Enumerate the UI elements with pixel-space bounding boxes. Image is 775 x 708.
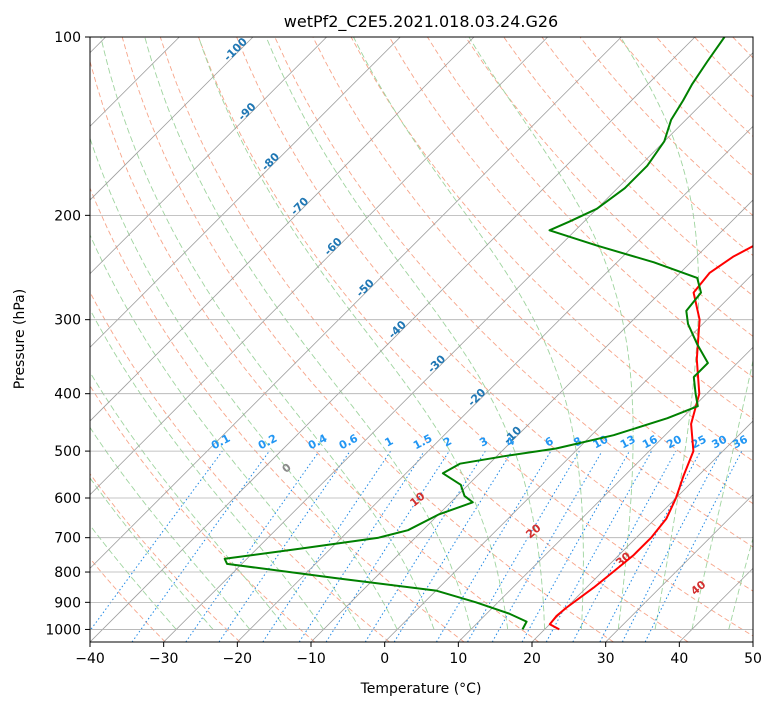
moist-adiabat-line bbox=[90, 136, 398, 630]
chart-title: wetPf2_C2E5.2021.018.03.24.G26 bbox=[284, 12, 558, 32]
isotherm-line bbox=[384, 273, 753, 642]
isotherm-line bbox=[237, 125, 753, 642]
dry-adiabat-line bbox=[90, 59, 540, 642]
dry-adiabat-line bbox=[350, 37, 753, 462]
dry-adiabat-line bbox=[90, 384, 315, 642]
plot-background bbox=[90, 37, 753, 642]
isotherm-line bbox=[531, 420, 753, 642]
dry-adiabats bbox=[90, 37, 753, 642]
y-tick-label: 500 bbox=[54, 444, 81, 460]
dry-adiabat-line bbox=[159, 37, 689, 642]
moist-adiabat-line bbox=[691, 358, 753, 630]
y-tick-label: 200 bbox=[54, 208, 81, 224]
y-tick-label: 1000 bbox=[45, 622, 81, 638]
isotherm-line bbox=[605, 494, 753, 642]
x-tick-label: −20 bbox=[223, 651, 253, 667]
x-axis-ticks: −40 −30 −20 −10 0 10 20 30 40 50 bbox=[75, 642, 762, 667]
mixing-ratio-line bbox=[545, 450, 653, 642]
isotherm-line bbox=[90, 37, 254, 201]
y-axis-ticks: 100 200 300 400 500 600 700 800 900 1000 bbox=[45, 30, 90, 638]
dry-adiabat-line bbox=[427, 37, 753, 378]
mixing-ratio-line bbox=[185, 450, 320, 642]
mixing-ratio-line bbox=[572, 450, 677, 642]
x-tick-label: 30 bbox=[597, 651, 615, 667]
isotherm-line bbox=[90, 37, 622, 569]
dry-adiabat-line bbox=[90, 186, 465, 642]
moist-adiabat-line bbox=[90, 477, 214, 630]
x-tick-label: 20 bbox=[523, 651, 541, 667]
isotherm-line bbox=[458, 346, 753, 642]
mixing-ratio-line bbox=[393, 450, 513, 642]
mixing-ratio-line bbox=[218, 450, 351, 642]
isotherm-line bbox=[90, 37, 401, 348]
dry-adiabat-line bbox=[236, 37, 753, 592]
x-tick-label: 10 bbox=[449, 651, 467, 667]
x-tick-label: 40 bbox=[670, 651, 688, 667]
y-tick-label: 700 bbox=[54, 531, 81, 547]
y-axis-title: Pressure (hPa) bbox=[12, 289, 28, 389]
moist-adiabat-line bbox=[620, 37, 700, 630]
mixing-ratio-label: 13 bbox=[618, 433, 638, 452]
mixing-ratio-label: 36 bbox=[730, 433, 750, 452]
mixing-ratio-label: 20 bbox=[664, 433, 684, 452]
moist-adiabat-line bbox=[468, 37, 634, 630]
mixing-ratio-line bbox=[521, 450, 630, 642]
mixing-ratio-line bbox=[325, 450, 450, 642]
isotherm-line bbox=[90, 37, 696, 642]
moist-adiabat-line bbox=[90, 371, 288, 630]
x-tick-label: 0 bbox=[380, 651, 389, 667]
dry-adiabat-line bbox=[503, 37, 753, 297]
dry-adiabat-line bbox=[90, 557, 166, 642]
isotherm-line bbox=[90, 37, 475, 422]
x-axis-title: Temperature (°C) bbox=[360, 681, 482, 697]
mixing-ratio-line bbox=[262, 450, 392, 642]
y-tick-label: 100 bbox=[54, 30, 81, 46]
x-tick-label: 50 bbox=[744, 651, 762, 667]
moist-adiabat-line bbox=[90, 234, 361, 630]
dry-adiabat-line bbox=[198, 37, 753, 637]
dry-adiabat-line bbox=[274, 37, 753, 548]
y-tick-label: 600 bbox=[54, 491, 81, 507]
mixing-ratio-line bbox=[298, 450, 425, 642]
x-tick-label: −30 bbox=[149, 651, 179, 667]
mixing-ratio-line bbox=[90, 450, 223, 632]
y-tick-label: 300 bbox=[54, 313, 81, 329]
moist-adiabat-line bbox=[353, 37, 584, 630]
moist-adiabat-line bbox=[265, 37, 546, 630]
dry-adiabat-line bbox=[121, 37, 614, 642]
y-tick-label: 900 bbox=[54, 595, 81, 611]
mixing-ratio-lines bbox=[90, 450, 743, 642]
y-tick-label: 400 bbox=[54, 387, 81, 403]
dewpoint-profile-line bbox=[223, 37, 726, 630]
mixing-ratio-label: 30 bbox=[710, 433, 730, 452]
moist-adiabat-line bbox=[90, 524, 177, 630]
x-tick-label: −10 bbox=[296, 651, 326, 667]
isotherm-line bbox=[90, 37, 548, 496]
moist-adiabat-line bbox=[90, 426, 251, 630]
temperature-profile-line bbox=[548, 245, 753, 631]
isotherm-line bbox=[163, 52, 753, 642]
y-tick-label: 800 bbox=[54, 565, 81, 581]
moist-adiabat-line bbox=[198, 37, 509, 630]
isotherm-line bbox=[90, 37, 327, 275]
dry-adiabat-line bbox=[90, 473, 241, 642]
x-tick-label: −40 bbox=[75, 651, 105, 667]
isotherm-lines bbox=[90, 37, 753, 642]
mixing-ratio-line bbox=[131, 450, 270, 642]
plot-frame bbox=[89, 36, 754, 643]
mixing-ratio-label: 16 bbox=[640, 433, 660, 452]
isotherm-line bbox=[310, 199, 753, 642]
sounding-profiles bbox=[223, 37, 753, 631]
pressure-gridlines bbox=[90, 37, 753, 630]
mixing-ratio-line bbox=[644, 450, 743, 642]
dry-adiabat-line bbox=[90, 291, 390, 642]
